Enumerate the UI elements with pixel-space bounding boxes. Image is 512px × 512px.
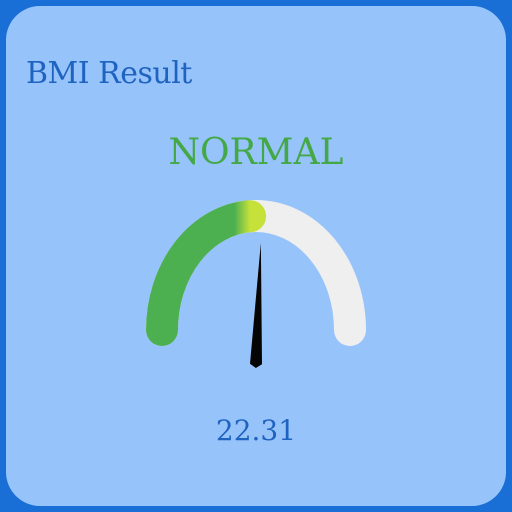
result-card [6,6,506,506]
page-title: BMI Result [26,56,192,91]
gauge-fill [146,200,267,346]
gauge-needle [250,242,262,368]
bmi-value: 22.31 [215,414,297,447]
bmi-status-label: NORMAL [168,132,344,173]
